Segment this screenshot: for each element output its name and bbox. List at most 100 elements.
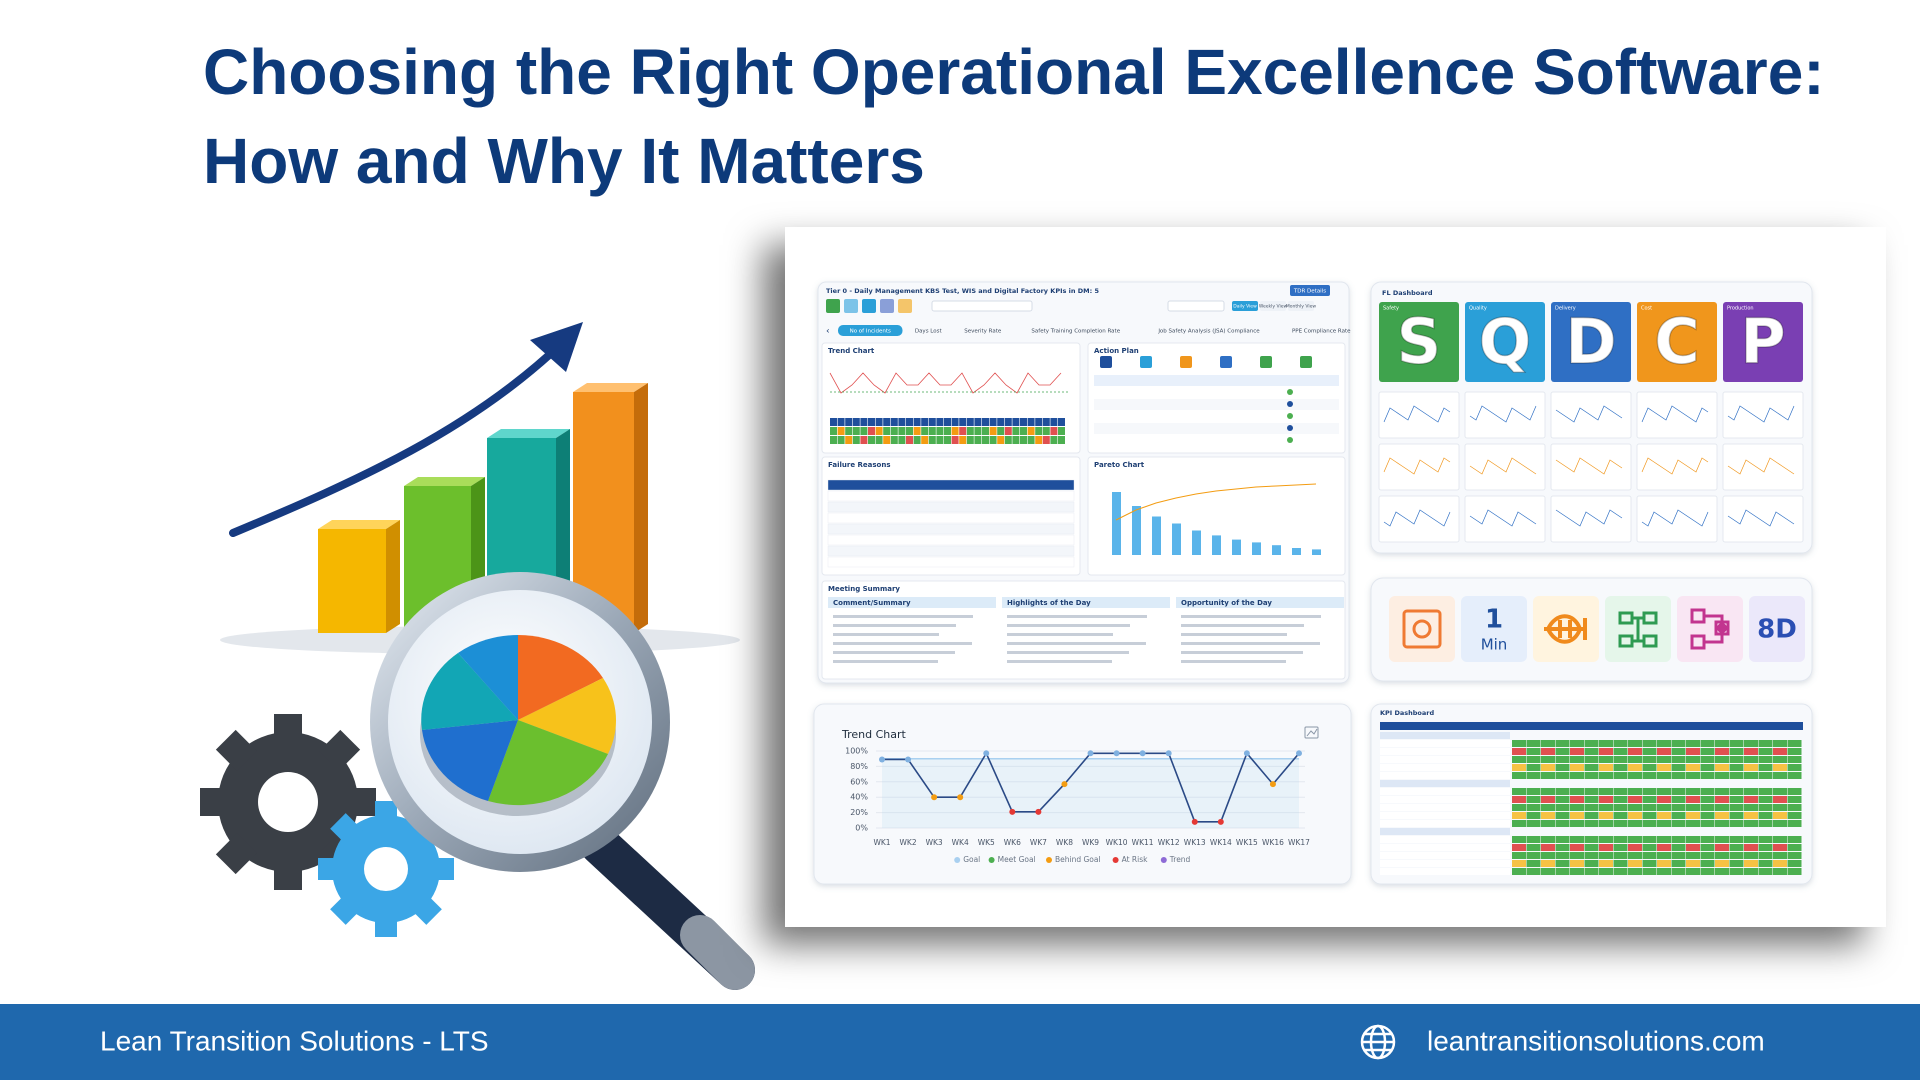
y-tick-label: 20% <box>850 808 868 817</box>
search-box[interactable] <box>931 300 1033 312</box>
heat-cell <box>1700 836 1715 843</box>
text-line <box>833 660 938 663</box>
heat-cell <box>1657 860 1671 867</box>
heat-cell <box>1613 836 1628 843</box>
pareto-bar <box>1152 516 1161 555</box>
heat-cell <box>1613 788 1628 795</box>
x-tick-label: WK4 <box>952 838 969 847</box>
pillar-tile[interactable] <box>1551 302 1631 382</box>
mini-cell <box>1012 418 1020 426</box>
mini-cell <box>1050 436 1058 444</box>
heat-cell <box>1729 756 1744 763</box>
tab-label[interactable]: Job Safety Analysis (JSA) Compliance <box>1157 329 1260 335</box>
text-line <box>833 651 955 654</box>
heat-cell <box>1642 804 1657 811</box>
heat-cell <box>1715 852 1729 859</box>
heat-cell <box>1628 756 1642 763</box>
heat-cell <box>1744 764 1758 771</box>
heat-cell <box>1642 852 1657 859</box>
heat-cell <box>1657 748 1671 755</box>
heat-cell <box>1512 772 1526 779</box>
kpi-label-cell <box>1380 796 1510 803</box>
heat-cell <box>1700 740 1715 747</box>
chart-icon[interactable] <box>1304 726 1319 739</box>
x-tick-label: WK10 <box>1106 838 1128 847</box>
mini-cell <box>875 418 883 426</box>
pillar-tile[interactable] <box>1465 302 1545 382</box>
view-button[interactable] <box>1288 301 1314 311</box>
tab-label[interactable]: Severity Rate <box>964 329 1002 335</box>
heat-cell <box>1570 812 1584 819</box>
pareto-bar <box>1112 492 1121 555</box>
heat-cell <box>1526 748 1541 755</box>
heat-cell <box>1555 748 1570 755</box>
pillar-tile[interactable] <box>1379 302 1459 382</box>
pillar-letter: P <box>1740 305 1785 378</box>
mini-line <box>1727 405 1795 423</box>
table-row <box>1094 411 1339 422</box>
heat-cell <box>1744 820 1758 827</box>
heat-cell <box>1671 796 1686 803</box>
mini-cell <box>951 436 959 444</box>
tab-label[interactable]: No of Incidents <box>850 329 891 335</box>
view-button[interactable] <box>1232 301 1258 311</box>
mini-cell <box>875 427 883 435</box>
button[interactable] <box>1290 285 1330 296</box>
heat-cell <box>1642 764 1657 771</box>
heat-cell <box>1700 820 1715 827</box>
status-dot <box>1287 389 1293 395</box>
heat-cell <box>1599 812 1613 819</box>
heat-cell <box>1773 804 1787 811</box>
heat-cell <box>1584 860 1599 867</box>
mini-panel <box>1464 391 1546 439</box>
tab-label[interactable]: PPE Compliance Rate <box>1292 329 1351 335</box>
pillar-tile[interactable] <box>1637 302 1717 382</box>
heat-cell <box>1512 796 1526 803</box>
heat-cell <box>1657 836 1671 843</box>
table-row <box>827 534 1075 546</box>
text-line <box>833 624 956 627</box>
mini-cell <box>913 427 921 435</box>
view-button[interactable] <box>1260 301 1286 311</box>
mini-cell <box>1035 436 1043 444</box>
heat-cell <box>1570 836 1584 843</box>
tool-tile[interactable] <box>1389 596 1455 662</box>
heat-cell <box>1671 772 1686 779</box>
heat-cell <box>1599 796 1613 803</box>
meeting-col-title: Opportunity of the Day <box>1181 599 1272 607</box>
heat-cell <box>1758 836 1773 843</box>
kpi-label-cell <box>1380 844 1510 851</box>
mini-cell <box>868 418 875 426</box>
mini-panel <box>1636 495 1718 543</box>
kpi-label-cell <box>1380 780 1510 787</box>
heat-cell <box>1555 796 1570 803</box>
heat-cell <box>1773 772 1787 779</box>
tool-tile[interactable] <box>1749 596 1805 662</box>
trend-point <box>1296 750 1302 757</box>
mini-cell <box>982 418 989 426</box>
heat-cell <box>1744 860 1758 867</box>
tab-label[interactable]: Days Lost <box>915 329 943 335</box>
heat-cell <box>1512 812 1526 819</box>
mini-cell <box>959 427 967 435</box>
heat-cell <box>1729 868 1744 875</box>
trend-point <box>1165 750 1172 757</box>
heat-cell <box>1584 844 1599 851</box>
tab-label[interactable]: Safety Training Completion Rate <box>1031 329 1120 335</box>
tab-active[interactable] <box>838 325 903 336</box>
tool-tile[interactable] <box>1461 596 1527 662</box>
heat-cell <box>1628 836 1642 843</box>
subpanel <box>1087 456 1346 576</box>
tool-icon <box>826 299 840 313</box>
heat-cell <box>1555 868 1570 875</box>
mini-cell <box>921 418 929 426</box>
heat-cell <box>1599 852 1613 859</box>
pillar-tile[interactable] <box>1723 302 1803 382</box>
heat-cell <box>1773 764 1787 771</box>
pareto-bar <box>1132 506 1141 555</box>
heat-cell <box>1541 852 1555 859</box>
date-box[interactable] <box>1167 300 1225 312</box>
heat-cell <box>1541 820 1555 827</box>
kpi-title: KPI Dashboard <box>1380 709 1434 717</box>
tool-tile[interactable] <box>1677 596 1743 662</box>
